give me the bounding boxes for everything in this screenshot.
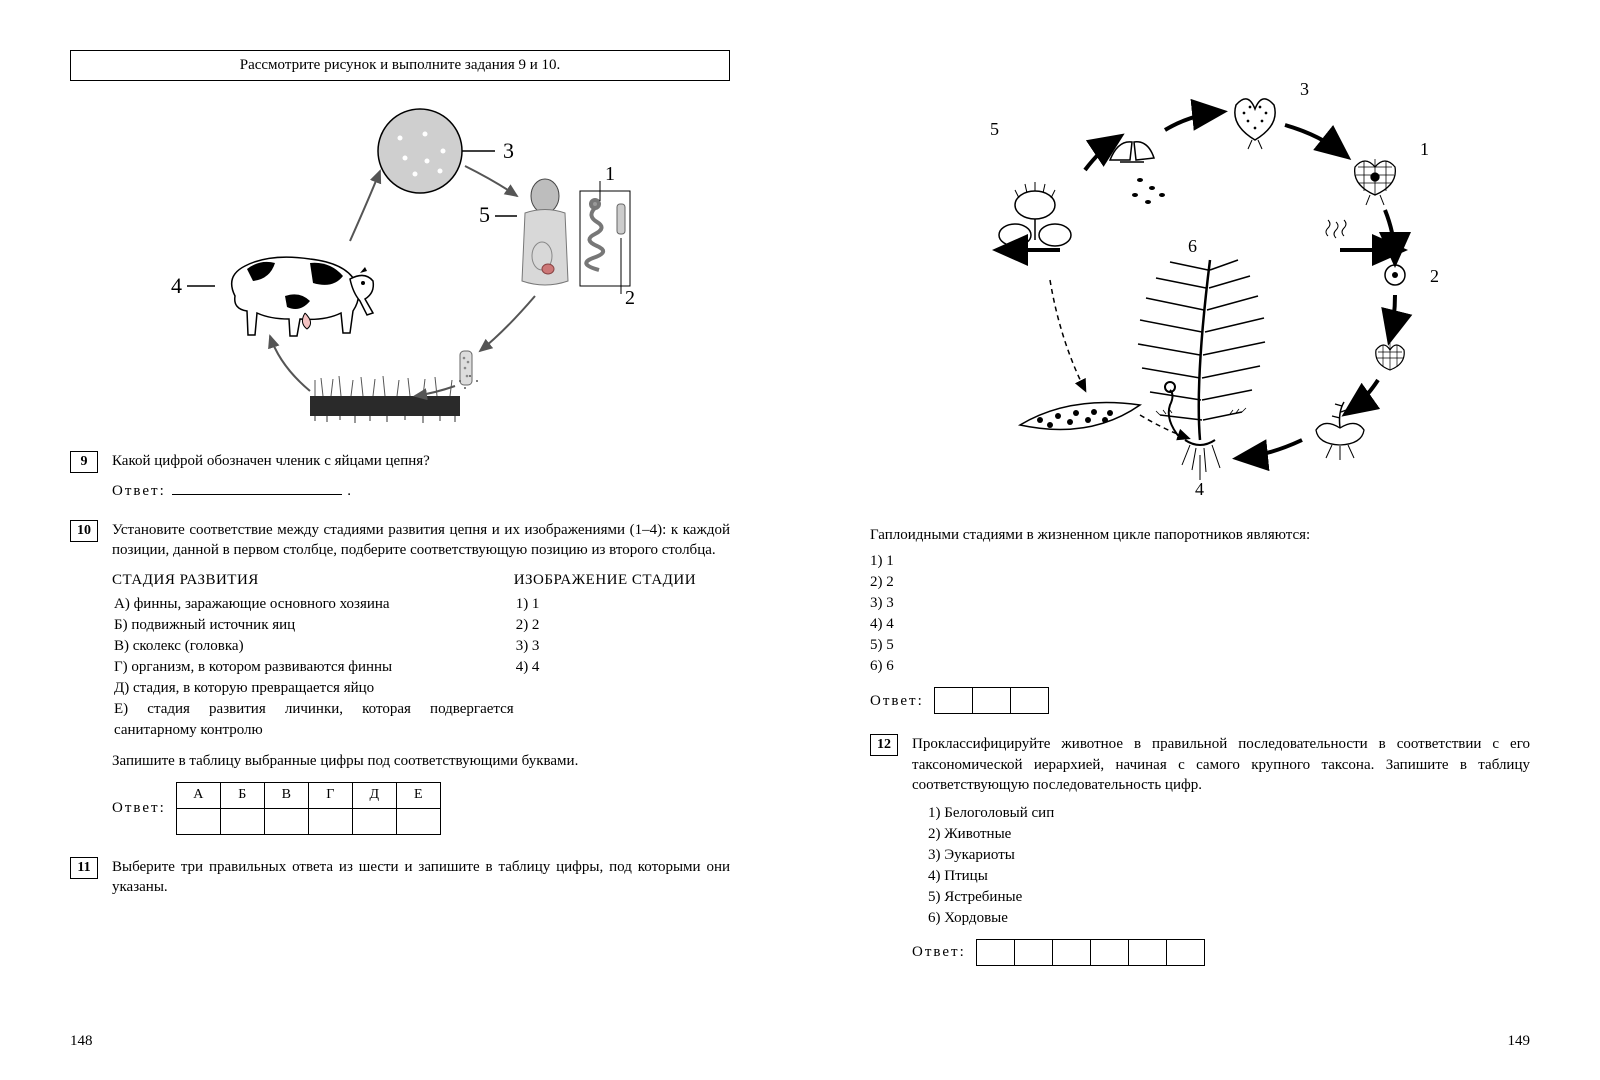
option-a: А) финны, заражающие основного хозяина <box>112 594 514 615</box>
option-f: Е) стадия развития личинки, которая подв… <box>112 699 514 741</box>
option: 6) Хордовые <box>928 908 1530 929</box>
table-header: Е <box>396 782 440 808</box>
question-number: 11 <box>70 857 98 879</box>
column-b-header: ИЗОБРАЖЕНИЕ СТАДИИ <box>514 570 730 590</box>
question-text: Проклассифицируйте животное в правильной… <box>912 734 1530 795</box>
question-11-continued: Гаплоидными стадиями в жизненном цикле п… <box>870 525 1530 714</box>
option-2: 2) 2 <box>514 615 730 636</box>
question-text: Выберите три правильных ответа из шести … <box>112 857 730 898</box>
table-header: А <box>176 782 220 808</box>
svg-text:4: 4 <box>1195 479 1204 499</box>
answer-table-12: Ответ: <box>912 939 1530 966</box>
answer-blank[interactable] <box>172 494 342 495</box>
table-header: Г <box>308 782 352 808</box>
option: 4) Птицы <box>928 866 1530 887</box>
option-b: Б) подвижный источник яиц <box>112 615 514 636</box>
option: 5) Ястребиные <box>928 887 1530 908</box>
table-header: Б <box>220 782 264 808</box>
svg-text:5: 5 <box>990 119 999 139</box>
option-1: 1) 1 <box>514 594 730 615</box>
column-a-header: СТАДИЯ РАЗВИТИЯ <box>112 570 514 590</box>
page-number: 149 <box>1508 1033 1531 1050</box>
option-d: Г) организм, в котором развиваются финны <box>112 657 514 678</box>
table-header: В <box>264 782 308 808</box>
figure-fern-cycle: 6 4 <box>870 60 1530 500</box>
answer-cell[interactable] <box>264 808 308 834</box>
question-number: 10 <box>70 520 98 542</box>
question-text: Установите соответствие между стадиями р… <box>112 520 730 561</box>
svg-text:3: 3 <box>503 138 514 163</box>
option: 1) Белоголовый сип <box>928 803 1530 824</box>
q11-intro: Гаплоидными стадиями в жизненном цикле п… <box>870 525 1530 545</box>
option: 4) 4 <box>870 614 1530 635</box>
answer-cell[interactable] <box>308 808 352 834</box>
option-4: 4) 4 <box>514 657 730 678</box>
question-9: 9 Какой цифрой обозначен членик с яйцами… <box>70 451 730 502</box>
answer-cell[interactable] <box>396 808 440 834</box>
question-number: 12 <box>870 734 898 756</box>
table-header: Д <box>352 782 396 808</box>
page-number: 148 <box>70 1033 93 1050</box>
page-right: 6 4 <box>800 0 1600 1080</box>
question-11: 11 Выберите три правильных ответа из шес… <box>70 857 730 898</box>
answer-cell[interactable] <box>1128 940 1166 966</box>
answer-cell[interactable] <box>1166 940 1204 966</box>
option: 5) 5 <box>870 635 1530 656</box>
svg-text:2: 2 <box>625 287 635 309</box>
option: 3) Эукариоты <box>928 845 1530 866</box>
svg-text:2: 2 <box>1430 266 1439 286</box>
answer-cell[interactable] <box>976 940 1014 966</box>
answer-cell[interactable] <box>1010 688 1048 714</box>
answer-cell[interactable] <box>934 688 972 714</box>
svg-text:1: 1 <box>605 163 615 185</box>
answer-table-10: Ответ: А Б В Г Д Е <box>112 782 730 835</box>
answer-cell[interactable] <box>220 808 264 834</box>
option-e: Д) стадия, в которую превращается яйцо <box>112 678 514 699</box>
page-left: Рассмотрите рисунок и выполните задания … <box>0 0 800 1080</box>
option: 1) 1 <box>870 551 1530 572</box>
question-10: 10 Установите соответствие между стадиям… <box>70 520 730 835</box>
svg-text:5: 5 <box>479 202 490 227</box>
svg-text:3: 3 <box>1300 79 1309 99</box>
svg-text:4: 4 <box>171 273 182 298</box>
answer-cell[interactable] <box>1052 940 1090 966</box>
answer-cell[interactable] <box>1090 940 1128 966</box>
answer-cell[interactable] <box>972 688 1010 714</box>
answer-line: Ответ: . <box>112 481 730 501</box>
figure-tapeworm-cycle: 3 5 1 2 <box>70 96 730 426</box>
option: 6) 6 <box>870 656 1530 677</box>
option: 2) 2 <box>870 572 1530 593</box>
svg-text:6: 6 <box>1188 236 1197 256</box>
question-number: 9 <box>70 451 98 473</box>
answer-table-11: Ответ: <box>870 687 1530 714</box>
question-12: 12 Проклассифицируйте животное в правиль… <box>870 734 1530 966</box>
svg-text:1: 1 <box>1420 139 1429 159</box>
option: 3) 3 <box>870 593 1530 614</box>
question-text: Какой цифрой обозначен членик с яйцами ц… <box>112 451 730 471</box>
answer-cell[interactable] <box>176 808 220 834</box>
option-3: 3) 3 <box>514 636 730 657</box>
instruction-box: Рассмотрите рисунок и выполните задания … <box>70 50 730 81</box>
option-c: В) сколекс (головка) <box>112 636 514 657</box>
answer-cell[interactable] <box>1014 940 1052 966</box>
option: 2) Животные <box>928 824 1530 845</box>
table-instruction: Запишите в таблицу выбранные цифры под с… <box>112 751 730 771</box>
answer-cell[interactable] <box>352 808 396 834</box>
